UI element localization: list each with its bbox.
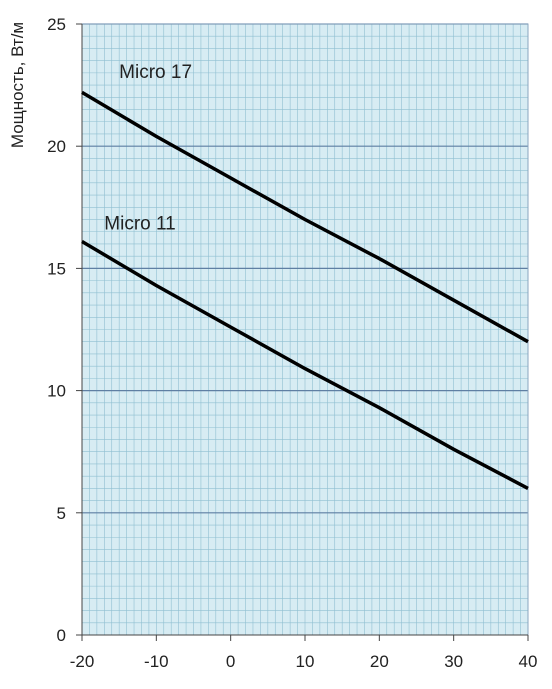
x-tick-label: -20: [70, 652, 95, 671]
x-tick-label: 10: [296, 652, 315, 671]
x-tick-label: -10: [144, 652, 169, 671]
series-line: [81, 90, 529, 344]
y-tick-label: 5: [57, 504, 66, 523]
x-tick-label: 20: [370, 652, 389, 671]
y-tick-label: 15: [47, 259, 66, 278]
y-tick-label: 20: [47, 137, 66, 156]
x-tick-label: 40: [519, 652, 538, 671]
y-tick-label: 0: [57, 626, 66, 645]
x-tick-label: 30: [444, 652, 463, 671]
x-tick-label: 0: [226, 652, 235, 671]
y-tick-label: 25: [47, 15, 66, 34]
series-label: Micro 11: [104, 213, 175, 234]
series-line: [81, 239, 529, 490]
series-label: Micro 17: [119, 62, 192, 83]
y-tick-label: 10: [47, 382, 66, 401]
y-axis-label: Мощность, Вт/м: [8, 22, 27, 148]
